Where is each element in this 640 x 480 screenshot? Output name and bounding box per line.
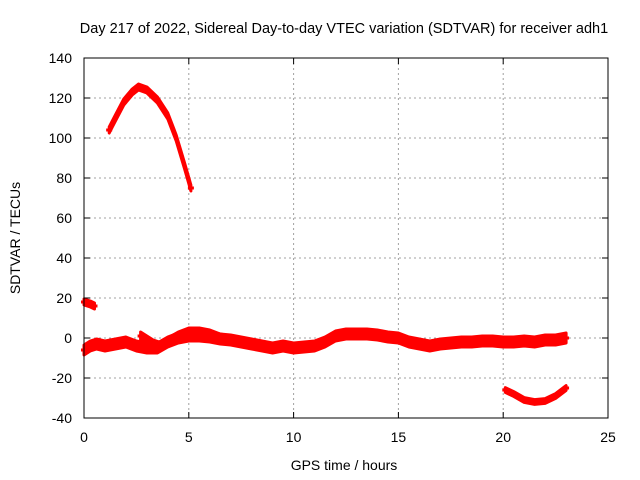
x-tick-label: 25 <box>600 429 616 445</box>
x-tick-label: 20 <box>495 429 511 445</box>
axis-ticks: 0 5 10 15 20 25 -40 -20 0 20 40 60 80 100 120 140 <box>49 50 616 445</box>
y-tick-label: -20 <box>52 370 72 386</box>
x-tick-label: 15 <box>391 429 407 445</box>
x-tick-label: 5 <box>185 429 193 445</box>
x-tick-label: 0 <box>80 429 88 445</box>
y-tick-label: 0 <box>64 330 72 346</box>
y-tick-label: 40 <box>56 250 72 266</box>
series-arc-5 <box>503 384 568 406</box>
y-tick-label: 60 <box>56 210 72 226</box>
y-tick-label: -40 <box>52 410 72 426</box>
y-tick-label: 20 <box>56 290 72 306</box>
y-tick-label: 120 <box>49 90 73 106</box>
y-axis-label: SDTVAR / TECUs <box>7 182 23 294</box>
x-axis-label: GPS time / hours <box>291 457 398 473</box>
series-arc-4 <box>139 326 233 352</box>
y-tick-label: 100 <box>49 130 73 146</box>
y-tick-label: 80 <box>56 170 72 186</box>
x-tick-label: 10 <box>286 429 302 445</box>
series-arc-1 <box>107 82 193 193</box>
data-series <box>81 82 570 406</box>
plot-frame <box>83 57 609 419</box>
chart-title: Day 217 of 2022, Sidereal Day-to-day VTE… <box>80 21 608 37</box>
y-tick-label: 140 <box>49 50 73 66</box>
